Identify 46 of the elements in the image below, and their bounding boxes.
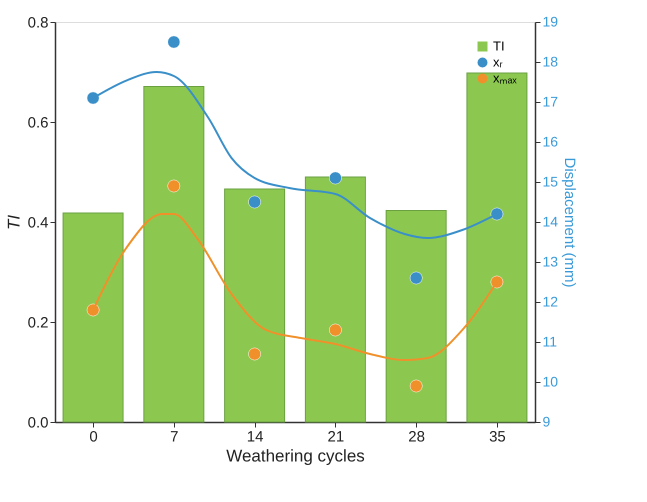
point — [167, 36, 180, 48]
y-tick-label: 0.4 — [28, 214, 48, 232]
bar — [224, 188, 286, 422]
y2-tick-label: 18 — [542, 54, 558, 70]
y2-tick-label: 10 — [542, 374, 558, 390]
y2-tick-label: 17 — [542, 94, 558, 110]
bar — [466, 72, 528, 422]
point — [86, 304, 100, 316]
y-tick-label: 0.6 — [28, 114, 48, 132]
y-tick-label: 0.8 — [28, 14, 48, 32]
x-tick-label: 14 — [246, 428, 264, 446]
x-axis-title: Weathering cycles — [226, 446, 365, 466]
y2-tick-label: 15 — [542, 174, 558, 190]
y2-tick-label: 9 — [542, 414, 550, 430]
point — [167, 180, 180, 192]
y2-tick-label: 11 — [542, 334, 558, 350]
x-tick-label: 35 — [489, 428, 506, 446]
legend-label: xᵣ — [493, 54, 503, 70]
point — [490, 276, 504, 288]
bar — [386, 210, 447, 422]
point — [248, 196, 261, 208]
legend-label: TI — [493, 38, 505, 54]
y2-axis-title: Displacement (mm) — [561, 157, 578, 288]
x-tick-label: 0 — [89, 428, 98, 446]
y-axis-title: TI — [4, 214, 24, 230]
point — [410, 380, 423, 392]
y2-tick-label: 19 — [542, 14, 558, 30]
y2-tick-label: 16 — [542, 134, 558, 150]
x-tick-label: 21 — [328, 428, 344, 446]
x-tick-label: 28 — [408, 428, 425, 446]
bar — [304, 176, 366, 422]
y2-tick-label: 12 — [542, 294, 558, 310]
bar — [62, 212, 124, 422]
bar — [143, 86, 204, 422]
y-tick-label: 0.2 — [28, 314, 48, 332]
point — [329, 172, 342, 184]
legend-label: xₘₐₓ — [493, 70, 518, 86]
y2-tick-label: 14 — [542, 214, 558, 230]
point — [248, 348, 261, 360]
point — [410, 272, 423, 284]
x-tick-label: 7 — [170, 428, 179, 446]
y-tick-label: 0.0 — [28, 414, 48, 432]
point — [86, 92, 100, 104]
point — [490, 208, 504, 220]
point — [329, 324, 342, 336]
y2-tick-label: 13 — [542, 254, 558, 270]
